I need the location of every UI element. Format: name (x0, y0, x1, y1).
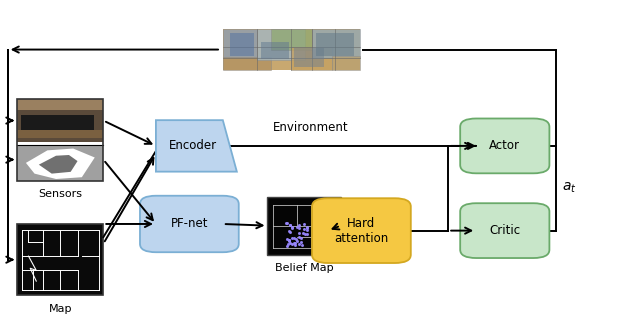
Point (290, 242, 300, 248)
Point (291, 241, 301, 246)
Bar (17, 145, 103, 181)
Point (291, 237, 301, 242)
FancyBboxPatch shape (460, 119, 549, 173)
Point (287, 225, 298, 231)
FancyBboxPatch shape (460, 203, 549, 258)
Point (285, 222, 296, 228)
Text: Environment: Environment (273, 121, 348, 134)
Point (287, 236, 297, 241)
Point (298, 226, 308, 232)
Polygon shape (156, 120, 237, 172)
Bar (294, 48, 324, 67)
Point (282, 236, 292, 242)
Bar (17, 224, 103, 295)
Point (299, 221, 309, 227)
Bar (230, 33, 254, 56)
Bar (17, 99, 103, 181)
Point (300, 231, 310, 237)
Point (284, 237, 294, 242)
Bar (20, 115, 93, 138)
Bar (223, 29, 257, 58)
Bar (223, 57, 271, 70)
Text: Map: Map (49, 304, 72, 314)
Point (289, 235, 299, 241)
Point (292, 225, 302, 230)
Point (298, 231, 308, 236)
Point (284, 228, 294, 233)
Text: Belief Map: Belief Map (275, 263, 333, 273)
Bar (261, 42, 289, 59)
Bar (223, 29, 360, 70)
Point (297, 243, 307, 248)
Point (296, 235, 306, 240)
Point (284, 239, 294, 244)
Polygon shape (26, 148, 95, 179)
Text: Critic: Critic (489, 224, 520, 237)
Bar (257, 29, 305, 60)
Point (285, 240, 295, 246)
FancyBboxPatch shape (140, 196, 239, 252)
Bar (291, 48, 332, 70)
Point (294, 242, 304, 247)
Bar (332, 56, 360, 70)
Point (287, 224, 298, 229)
Text: Actor: Actor (490, 139, 520, 152)
Point (294, 225, 304, 231)
Point (302, 227, 312, 232)
Bar (312, 29, 360, 58)
Text: Sensors: Sensors (38, 189, 83, 199)
Point (301, 224, 312, 230)
Point (281, 221, 291, 226)
Point (285, 229, 295, 235)
Bar (17, 130, 103, 138)
Point (294, 222, 304, 227)
Polygon shape (39, 155, 77, 174)
Point (294, 234, 305, 240)
Text: PF-net: PF-net (171, 217, 208, 230)
Bar (17, 99, 103, 110)
Point (283, 242, 293, 247)
Text: Hard
attention: Hard attention (334, 217, 388, 245)
Text: Encoder: Encoder (169, 139, 217, 152)
Point (287, 241, 298, 247)
Point (302, 225, 312, 230)
Text: $a_t$: $a_t$ (562, 181, 577, 195)
Point (282, 243, 292, 249)
Point (289, 241, 299, 246)
FancyBboxPatch shape (312, 198, 411, 263)
Bar (271, 29, 312, 50)
Point (301, 232, 312, 237)
Bar (17, 99, 103, 142)
Point (292, 239, 303, 244)
Point (285, 222, 295, 227)
Point (296, 239, 307, 244)
Bar (316, 33, 355, 56)
Point (282, 220, 292, 226)
Point (284, 237, 294, 243)
Point (294, 230, 304, 236)
Bar (268, 197, 340, 255)
